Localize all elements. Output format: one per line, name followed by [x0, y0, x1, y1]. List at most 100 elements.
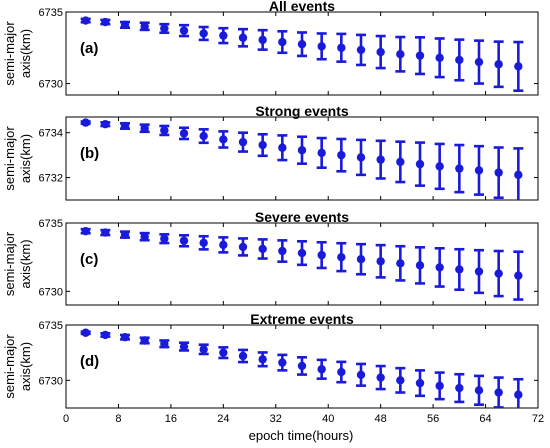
x-tick-label: 72 [532, 413, 544, 425]
data-point [297, 39, 307, 49]
data-point [179, 342, 189, 351]
data-point [337, 252, 346, 262]
data-point [474, 267, 484, 276]
panel-label: (c) [80, 251, 98, 268]
x-tick-label: 32 [270, 413, 282, 425]
y-axis-label: semi-major [2, 126, 17, 191]
data-point [415, 261, 425, 270]
data-point [435, 263, 444, 272]
data-point [120, 20, 130, 30]
x-tick-label: 8 [115, 413, 121, 425]
data-point [376, 47, 385, 57]
data-point [435, 162, 444, 171]
data-point [278, 37, 287, 47]
data-point [101, 17, 110, 27]
data-point [238, 351, 248, 361]
data-point [435, 53, 444, 62]
data-point [415, 51, 425, 60]
data-point [219, 135, 228, 144]
data-point [140, 232, 149, 241]
y-axis-label: axis(km) [18, 342, 33, 391]
data-point [101, 228, 110, 237]
x-axis: 0 8 16 24 32 40 48 56 64 72 [63, 413, 544, 425]
y-tick-label: 6734 [39, 128, 63, 140]
data-point [120, 121, 130, 131]
data-point [160, 24, 169, 33]
data-point [258, 244, 267, 254]
data-point [160, 234, 169, 243]
panel-title: Strong events [255, 103, 349, 119]
data-point [179, 26, 189, 35]
data-point [120, 230, 130, 239]
x-tick-label: 0 [63, 413, 69, 425]
data-point [317, 250, 326, 260]
data-point [179, 129, 189, 138]
data-point [199, 345, 208, 354]
y-tick-label: 6730 [39, 375, 63, 387]
data-point [415, 159, 425, 169]
data-point [258, 355, 267, 364]
panel-label: (a) [80, 40, 98, 57]
data-point [356, 153, 366, 162]
data-point [396, 259, 405, 268]
series-markers [80, 227, 524, 301]
data-point [199, 238, 208, 248]
data-point [337, 367, 346, 377]
data-point [494, 269, 503, 278]
data-point [278, 358, 287, 367]
data-point [199, 131, 208, 141]
data-point [514, 62, 523, 71]
y-axis-label: axis(km) [18, 29, 33, 78]
y-tick-label: 6732 [39, 173, 63, 185]
data-point [199, 29, 208, 38]
data-point [297, 146, 307, 155]
data-point [278, 143, 287, 152]
panel-title: Extreme events [250, 311, 354, 327]
data-point [494, 60, 503, 69]
data-point [474, 166, 484, 175]
data-point [238, 242, 248, 252]
data-point [494, 168, 503, 177]
x-axis-label: epoch time(hours) [249, 428, 354, 443]
data-point [160, 339, 169, 349]
data-point [356, 370, 366, 379]
y-tick-label: 6730 [39, 79, 63, 91]
data-point [396, 50, 405, 59]
data-point [297, 361, 307, 371]
data-point [455, 265, 464, 274]
data-point [376, 257, 385, 266]
data-point [81, 118, 90, 127]
panel-label: (b) [80, 145, 99, 162]
data-point [474, 57, 484, 67]
panel-1: 6730 6735 All events (a) semi-major axis(km) [2, 0, 539, 96]
data-point [376, 373, 385, 382]
data-point [356, 45, 366, 55]
plot-frame [65, 116, 539, 201]
plot-frame [65, 222, 539, 306]
x-tick-label: 48 [375, 413, 387, 425]
data-point [455, 55, 464, 65]
data-point [258, 35, 267, 45]
x-tick-label: 64 [479, 413, 491, 425]
data-point [81, 227, 90, 236]
data-point [120, 332, 130, 342]
data-point [140, 22, 149, 31]
data-point [376, 155, 385, 164]
series-markers [80, 16, 524, 93]
x-tick-label: 16 [165, 413, 177, 425]
panel-4: 6730 6735 Extreme events (d) semi-major axis(… [2, 311, 539, 409]
data-point [101, 119, 110, 129]
plot-frame [65, 324, 539, 409]
data-point [140, 124, 149, 133]
y-axis-label: semi-major [2, 334, 17, 399]
data-point [101, 330, 110, 340]
panel-label: (d) [80, 353, 99, 370]
y-axis-label: axis(km) [18, 239, 33, 288]
data-point [435, 381, 444, 391]
data-point [455, 383, 464, 393]
data-point [474, 386, 484, 395]
data-point [179, 236, 189, 245]
data-point [396, 157, 405, 167]
